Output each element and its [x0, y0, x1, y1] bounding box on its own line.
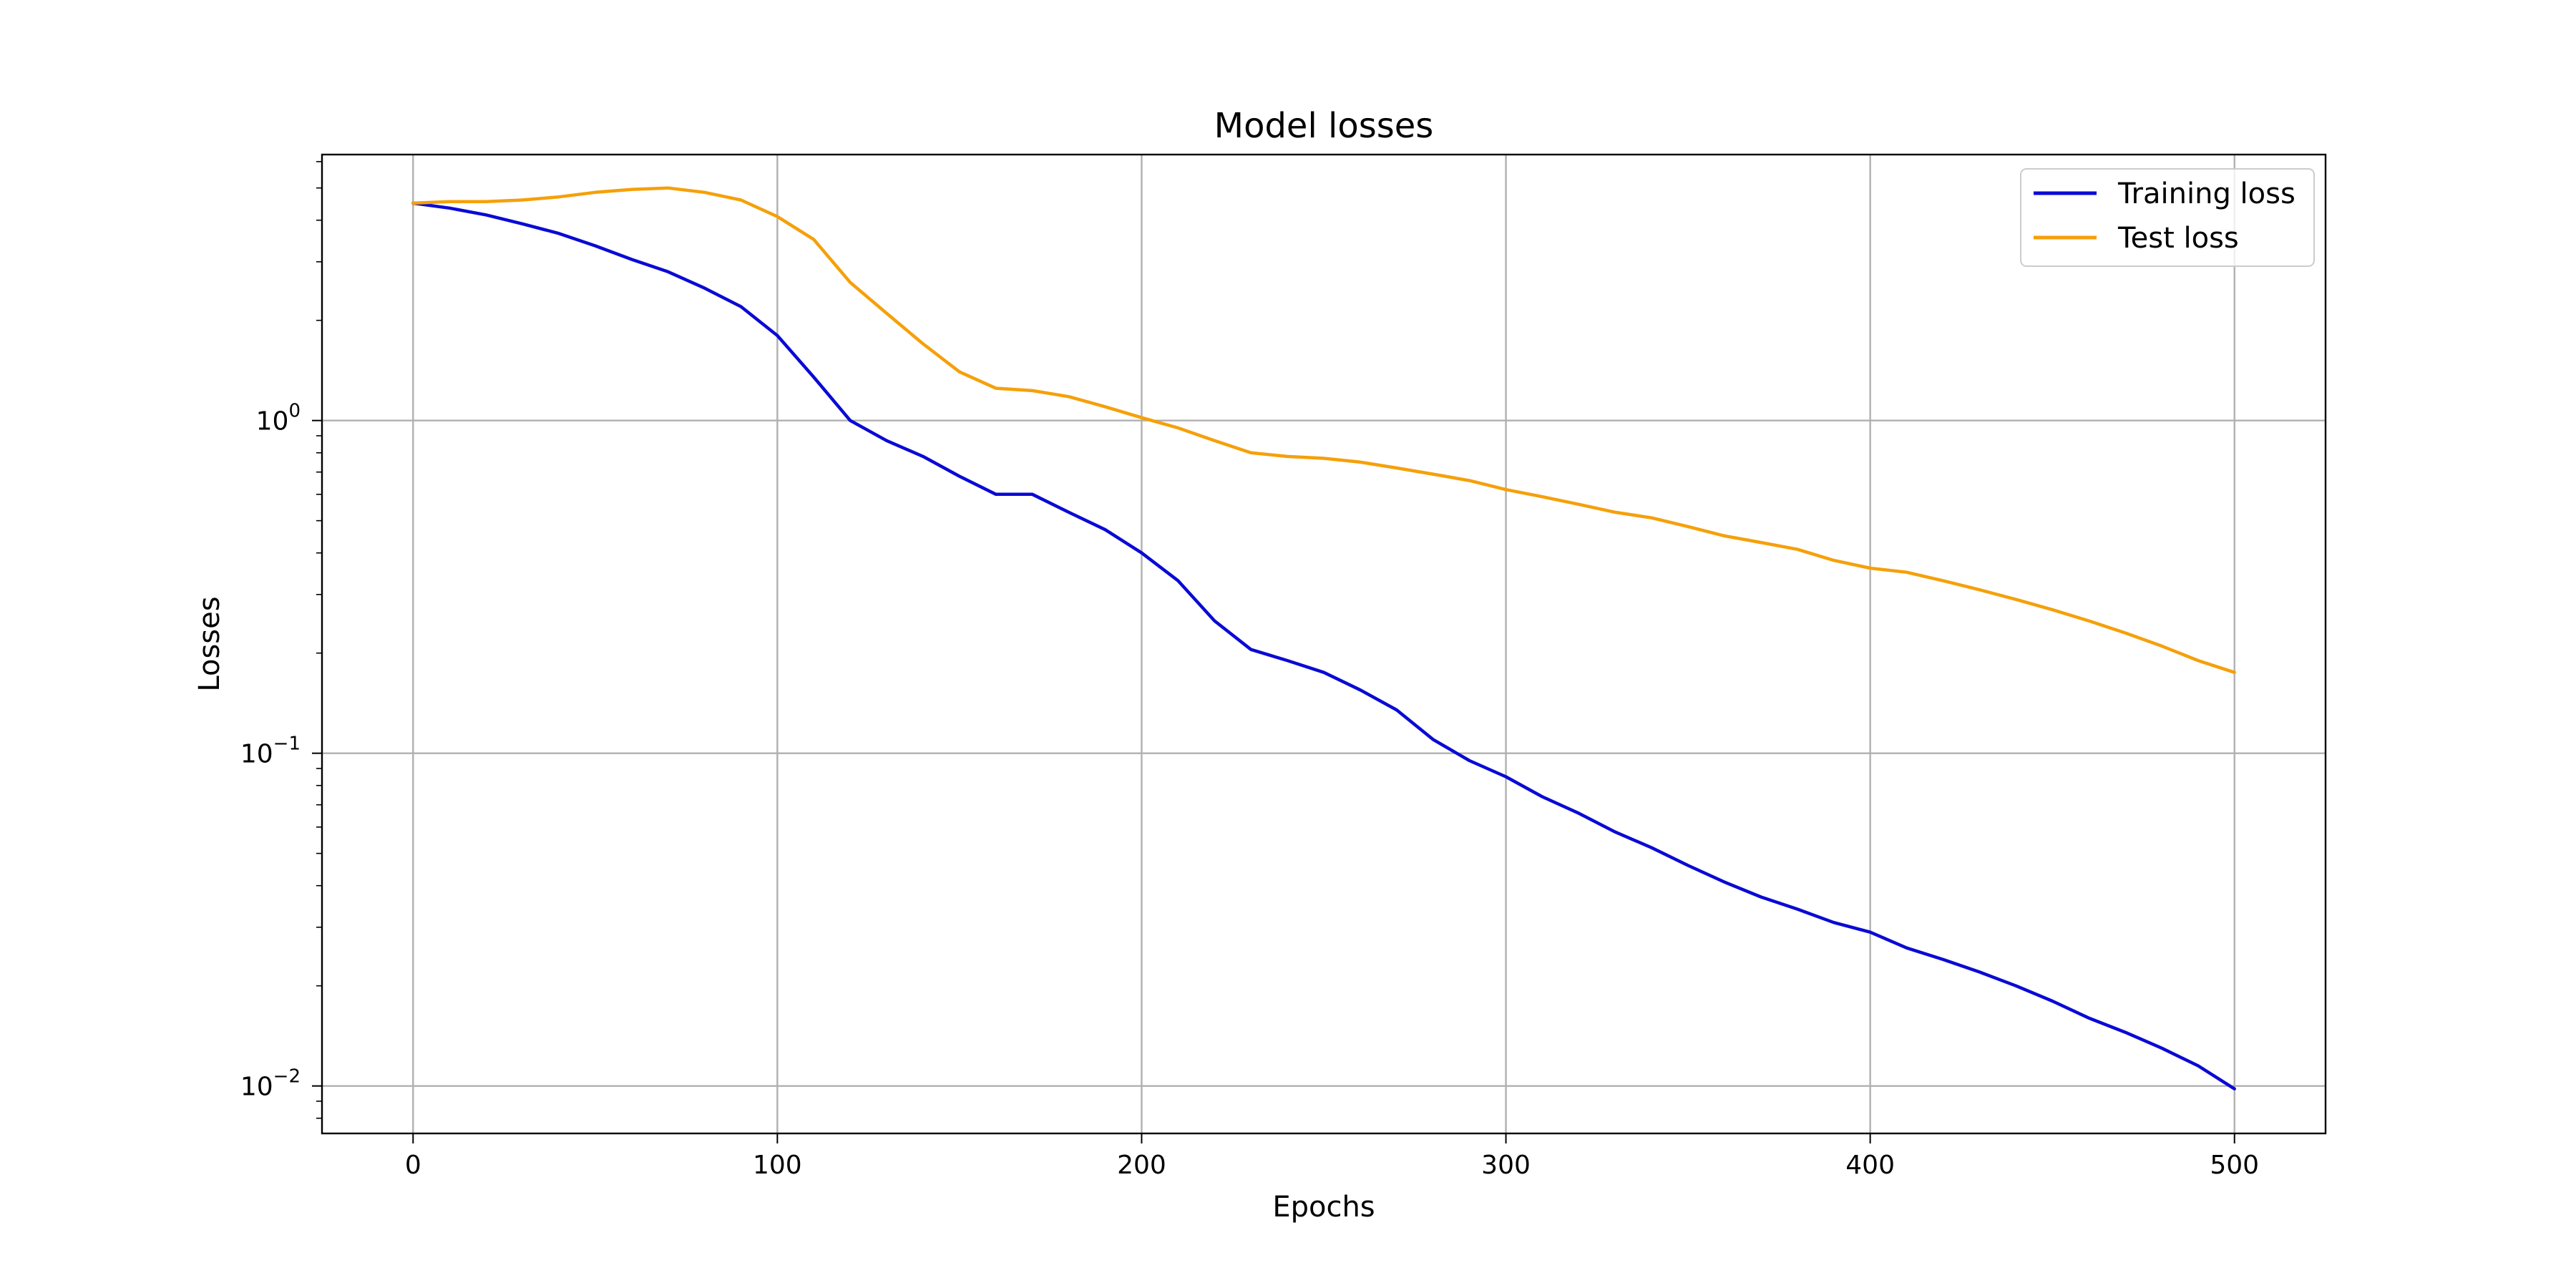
chart-title: Model losses	[1214, 106, 1434, 146]
x-tick-label: 0	[405, 1151, 421, 1180]
y-tick-label: 10−1	[240, 733, 301, 769]
grid	[322, 155, 2326, 1133]
y-axis-label: Losses	[193, 596, 226, 691]
x-tick-label: 100	[753, 1151, 802, 1180]
plot-frame	[321, 153, 2327, 1135]
series-lines	[411, 186, 2236, 1091]
x-axis-label: Epochs	[1272, 1191, 1375, 1224]
legend-label-training: Training loss	[2117, 177, 2296, 210]
training-loss-line	[411, 201, 2236, 1091]
axis-ticks: 0 100 200 300 400 500 100 10−1 10−2	[240, 161, 2259, 1180]
x-tick-label: 400	[1845, 1151, 1895, 1180]
x-tick-label: 300	[1481, 1151, 1531, 1180]
y-tick-label: 100	[256, 401, 301, 436]
y-tick-label: 10−2	[240, 1066, 301, 1102]
test-loss-line	[411, 186, 2236, 674]
legend-label-test: Test loss	[2117, 222, 2239, 255]
legend: Training loss Test loss	[2020, 168, 2315, 267]
x-tick-label: 200	[1117, 1151, 1166, 1180]
x-tick-label: 500	[2210, 1151, 2259, 1180]
